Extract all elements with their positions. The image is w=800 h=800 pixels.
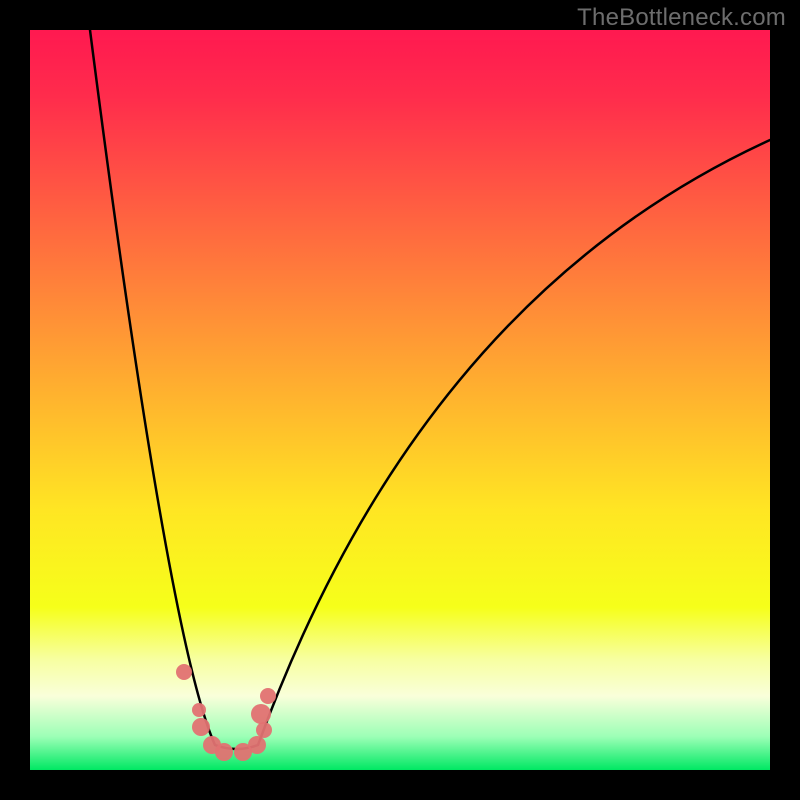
data-marker	[248, 736, 266, 754]
chart-canvas	[0, 0, 800, 800]
data-marker	[176, 664, 192, 680]
data-marker	[256, 722, 272, 738]
data-marker	[192, 703, 206, 717]
bottleneck-chart: TheBottleneck.com	[0, 0, 800, 800]
data-marker	[260, 688, 276, 704]
data-marker	[251, 704, 271, 724]
data-marker	[192, 718, 210, 736]
data-marker	[215, 743, 233, 761]
watermark-text: TheBottleneck.com	[577, 4, 786, 32]
